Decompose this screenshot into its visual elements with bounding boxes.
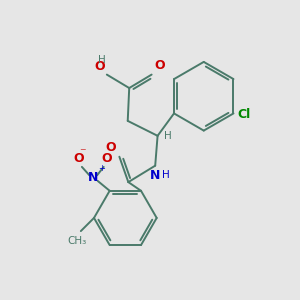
Text: O: O	[74, 152, 84, 165]
Text: Cl: Cl	[237, 108, 250, 122]
Text: O: O	[101, 152, 112, 165]
Text: H: H	[162, 170, 170, 180]
Text: N: N	[88, 171, 98, 184]
Text: O: O	[106, 141, 116, 154]
Text: ⁻: ⁻	[79, 146, 86, 159]
Text: H: H	[164, 131, 172, 141]
Text: CH₃: CH₃	[67, 236, 87, 246]
Text: +: +	[98, 164, 105, 173]
Text: N: N	[150, 169, 160, 182]
Text: H: H	[98, 55, 105, 65]
Text: O: O	[154, 59, 165, 72]
Text: O: O	[95, 60, 105, 73]
